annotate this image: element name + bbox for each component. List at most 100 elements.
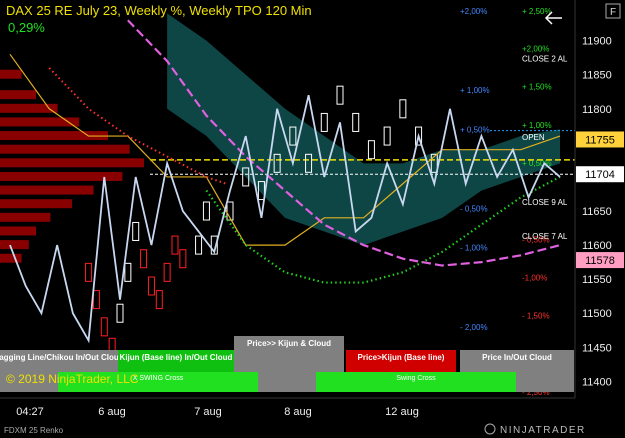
profile-bar-12 bbox=[0, 240, 29, 250]
renko-brick-27 bbox=[399, 99, 407, 119]
renko-brick-21 bbox=[305, 153, 313, 173]
time-tick-1: 6 aug bbox=[98, 406, 126, 418]
renko-bricks bbox=[85, 85, 438, 357]
profile-bar-11 bbox=[0, 226, 36, 236]
price-tick-4: 11600 bbox=[582, 240, 612, 252]
copyright-text: © 2019 NinjaTrader, LLC bbox=[6, 372, 139, 386]
renko-brick-12 bbox=[179, 249, 187, 269]
renko-brick-13 bbox=[195, 235, 203, 255]
cross-bar-0 bbox=[58, 372, 258, 392]
red-dotted-line bbox=[48, 67, 227, 185]
daily-level-label-2: + 1,50% bbox=[522, 83, 552, 92]
price-tick-3: 11550 bbox=[582, 274, 612, 286]
signal-box-1 bbox=[118, 350, 234, 372]
signal-box-label-2: Price>> Kijun & Cloud bbox=[247, 339, 331, 348]
daily-level-label-9: - 2,50% bbox=[522, 388, 550, 397]
time-tick-4: 12 aug bbox=[385, 406, 419, 418]
price-marker-box-2 bbox=[576, 252, 624, 269]
time-tick-3: 8 aug bbox=[284, 406, 312, 418]
cross-bar-label-1: Swing Cross bbox=[396, 375, 436, 382]
profile-bar-2 bbox=[0, 103, 58, 113]
renko-brick-17 bbox=[242, 167, 250, 187]
price-axis: 1140011450115001155011600116501170011750… bbox=[576, 36, 624, 388]
renko-brick-7 bbox=[140, 249, 148, 269]
kijun-line bbox=[9, 53, 561, 246]
daily-level-label-4: + 0,50% bbox=[522, 159, 552, 168]
price-tick-8: 11800 bbox=[582, 104, 612, 116]
price-tick-5: 11650 bbox=[582, 206, 612, 218]
cross-bar-label-0: X SWING Cross bbox=[133, 375, 184, 382]
weekly-level-label-4: - 1,00% bbox=[460, 243, 488, 252]
renko-brick-23 bbox=[336, 85, 344, 105]
close-label-0: CLOSE 2 AL bbox=[522, 55, 568, 64]
brand-text: NINJATRADER bbox=[500, 425, 586, 436]
ninjatrader-logo: NINJATRADER bbox=[484, 423, 586, 436]
close-label-3: CLOSE 7 AL bbox=[522, 232, 568, 241]
volume-profile bbox=[0, 69, 144, 263]
daily-level-label-5: - 0,50% bbox=[522, 235, 550, 244]
daily-level-label-1: +2,00% bbox=[522, 44, 549, 53]
signal-box-3 bbox=[346, 350, 456, 372]
price-marker-value-2: 11578 bbox=[585, 255, 615, 267]
price-marker-box-1 bbox=[576, 166, 624, 183]
time-tick-2: 7 aug bbox=[194, 406, 222, 418]
instrument-label: FDXM 25 Renko bbox=[4, 426, 64, 435]
profile-bar-13 bbox=[0, 253, 22, 263]
renko-brick-0 bbox=[85, 262, 93, 282]
signal-box-label-1: Kijun (Base line) In/Out Cloud bbox=[120, 353, 233, 362]
collapse-arrow-icon[interactable] bbox=[544, 11, 562, 25]
renko-brick-20 bbox=[289, 126, 297, 146]
renko-brick-1 bbox=[92, 290, 100, 310]
price-line bbox=[9, 94, 561, 344]
price-tick-9: 11850 bbox=[582, 70, 612, 82]
renko-brick-14 bbox=[202, 201, 210, 221]
daily-level-label-0: + 2,50% bbox=[522, 7, 552, 16]
weekly-level-label-3: - 0,50% bbox=[460, 205, 488, 214]
profile-bar-3 bbox=[0, 117, 80, 127]
daily-level-label-3: + 1,00% bbox=[522, 121, 552, 130]
cross-bar-1 bbox=[316, 372, 516, 392]
renko-brick-5 bbox=[124, 262, 132, 282]
price-tick-0: 11400 bbox=[582, 376, 612, 388]
renko-brick-15 bbox=[210, 235, 218, 255]
indicator-lines bbox=[9, 19, 561, 344]
renko-brick-4 bbox=[116, 303, 124, 323]
daily-level-label-7: - 1,50% bbox=[522, 312, 550, 321]
renko-brick-26 bbox=[383, 126, 391, 146]
renko-brick-9 bbox=[155, 290, 163, 310]
panel-toggle-label: F bbox=[610, 7, 616, 18]
profile-bar-1 bbox=[0, 90, 36, 100]
profile-bar-6 bbox=[0, 158, 144, 168]
price-tick-1: 11450 bbox=[582, 342, 612, 354]
profile-bar-0 bbox=[0, 69, 22, 79]
close-label-2: CLOSE 9 AL bbox=[522, 198, 568, 207]
price-marker-box-0 bbox=[576, 131, 624, 148]
profile-bar-7 bbox=[0, 171, 123, 181]
green-dotted-line bbox=[205, 175, 561, 284]
daily-level-label-6: -1,00% bbox=[522, 273, 547, 282]
signal-box-label-3: Price>Kijun (Base line) bbox=[358, 353, 445, 362]
renko-brick-16 bbox=[226, 201, 234, 221]
renko-brick-10 bbox=[163, 262, 171, 282]
price-marker-value-1: 11704 bbox=[585, 169, 615, 181]
panel-toggle-button[interactable]: F bbox=[605, 3, 621, 19]
renko-brick-29 bbox=[430, 153, 438, 173]
renko-brick-25 bbox=[367, 140, 375, 160]
profile-bar-5 bbox=[0, 144, 130, 154]
renko-brick-11 bbox=[171, 235, 179, 255]
weekly-level-label-2: + 0,50% bbox=[460, 126, 490, 135]
price-tick-2: 11500 bbox=[582, 308, 612, 320]
renko-brick-8 bbox=[147, 276, 155, 296]
renko-brick-6 bbox=[132, 221, 140, 241]
chart-title: DAX 25 RE July 23, Weekly %, Weekly TPO … bbox=[6, 3, 312, 18]
renko-brick-2 bbox=[100, 317, 108, 337]
price-tick-10: 11900 bbox=[582, 36, 612, 48]
renko-brick-22 bbox=[320, 112, 328, 132]
renko-brick-24 bbox=[352, 112, 360, 132]
weekly-level-label-0: +2,00% bbox=[460, 7, 487, 16]
time-axis: 04:27 6 aug 7 aug 8 aug 12 aug bbox=[16, 406, 419, 418]
profile-bar-8 bbox=[0, 185, 94, 195]
renko-brick-18 bbox=[257, 181, 265, 201]
